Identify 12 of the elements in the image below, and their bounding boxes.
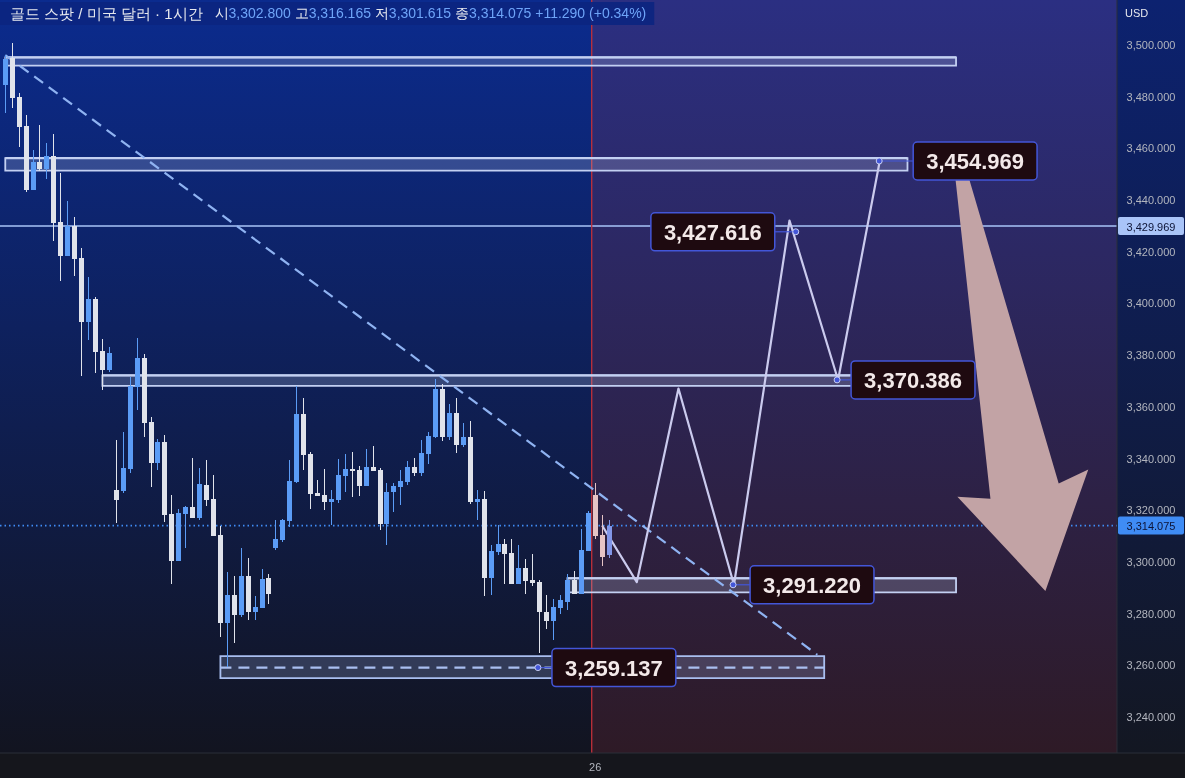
ref-line-label: 3,314.075 (1126, 520, 1176, 533)
annotation: 3,427.616 (663, 220, 762, 246)
annotation: 3,427.616 (650, 212, 800, 252)
annotation: 3,259.137 (564, 656, 663, 682)
annotation: 3,291.220 (763, 573, 861, 599)
subtitle: 시3,302.800 고3,316.165 저3,301.615 종3,314.075 +11.290 (+0.34%) (214, 5, 647, 21)
annotation: 3,454.969 (926, 149, 1025, 175)
ylabel: USD (1125, 7, 1149, 19)
annotation: 3,259.137 (534, 647, 677, 688)
annotation: 3,370.386 (864, 368, 962, 394)
title: 골드 스팟 / 미국 달러 · 1시간 (10, 4, 203, 22)
ref-line-label: 3,429.969 (1126, 220, 1176, 233)
